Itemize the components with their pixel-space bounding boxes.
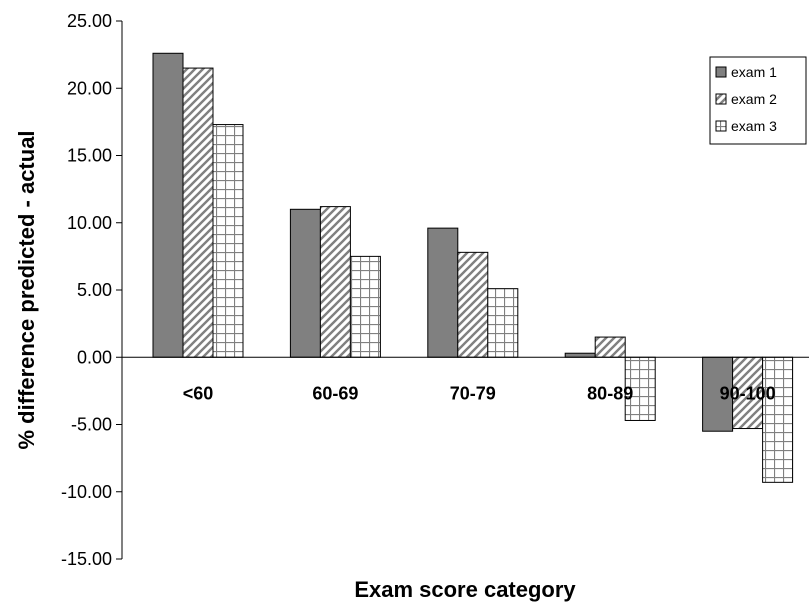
bar-exam-1-3 (564, 352, 596, 358)
bar-exam-1-2 (427, 227, 459, 358)
bar-exam-1-0 (152, 52, 184, 358)
category-label: 60-69 (312, 383, 358, 403)
y-tick-label: 0.00 (77, 347, 112, 367)
bar-exam-3-0 (212, 124, 244, 358)
category-label: 80-89 (587, 383, 633, 403)
bar-exam-2-0 (182, 67, 214, 358)
bar-exam-1-1 (289, 208, 321, 358)
legend-label-exam-2: exam 2 (731, 91, 777, 107)
legend-swatch-exam-2 (715, 93, 727, 105)
bar-exam-2-3 (594, 336, 626, 358)
legend-swatch-exam-3 (715, 120, 727, 132)
y-tick-label: -10.00 (61, 482, 112, 502)
bar-exam-3-4 (762, 356, 794, 483)
y-tick-label: 10.00 (67, 213, 112, 233)
y-tick-label: -15.00 (61, 549, 112, 569)
bars (152, 52, 794, 483)
y-tick-label: 15.00 (67, 146, 112, 166)
y-tick-label: 5.00 (77, 280, 112, 300)
legend-label-exam-1: exam 1 (731, 64, 777, 80)
bar-exam-3-2 (487, 288, 519, 358)
category-label: 90-100 (720, 383, 776, 403)
category-labels: <60 60-69 70-79 80-89 90-100 (183, 383, 776, 403)
legend: exam 1 exam 2 exam 3 (709, 56, 807, 145)
bar-exam-2-2 (457, 251, 489, 358)
legend-label-exam-3: exam 3 (731, 118, 777, 134)
x-axis-title: Exam score category (354, 577, 576, 602)
y-axis-ticks: -15.00 -10.00 -5.00 0.00 5.00 10.00 15.00 20.00… (61, 11, 122, 569)
category-label: <60 (183, 383, 214, 403)
y-tick-label: 25.00 (67, 11, 112, 31)
y-tick-label: -5.00 (71, 415, 112, 435)
bar-exam-2-1 (319, 206, 351, 358)
y-tick-label: 20.00 (67, 78, 112, 98)
category-label: 70-79 (450, 383, 496, 403)
bar-exam-3-1 (349, 255, 381, 358)
legend-swatch-exam-1 (715, 66, 727, 78)
bar-exam-2-4 (732, 356, 764, 430)
y-axis-title: % difference predicted - actual (14, 130, 39, 449)
